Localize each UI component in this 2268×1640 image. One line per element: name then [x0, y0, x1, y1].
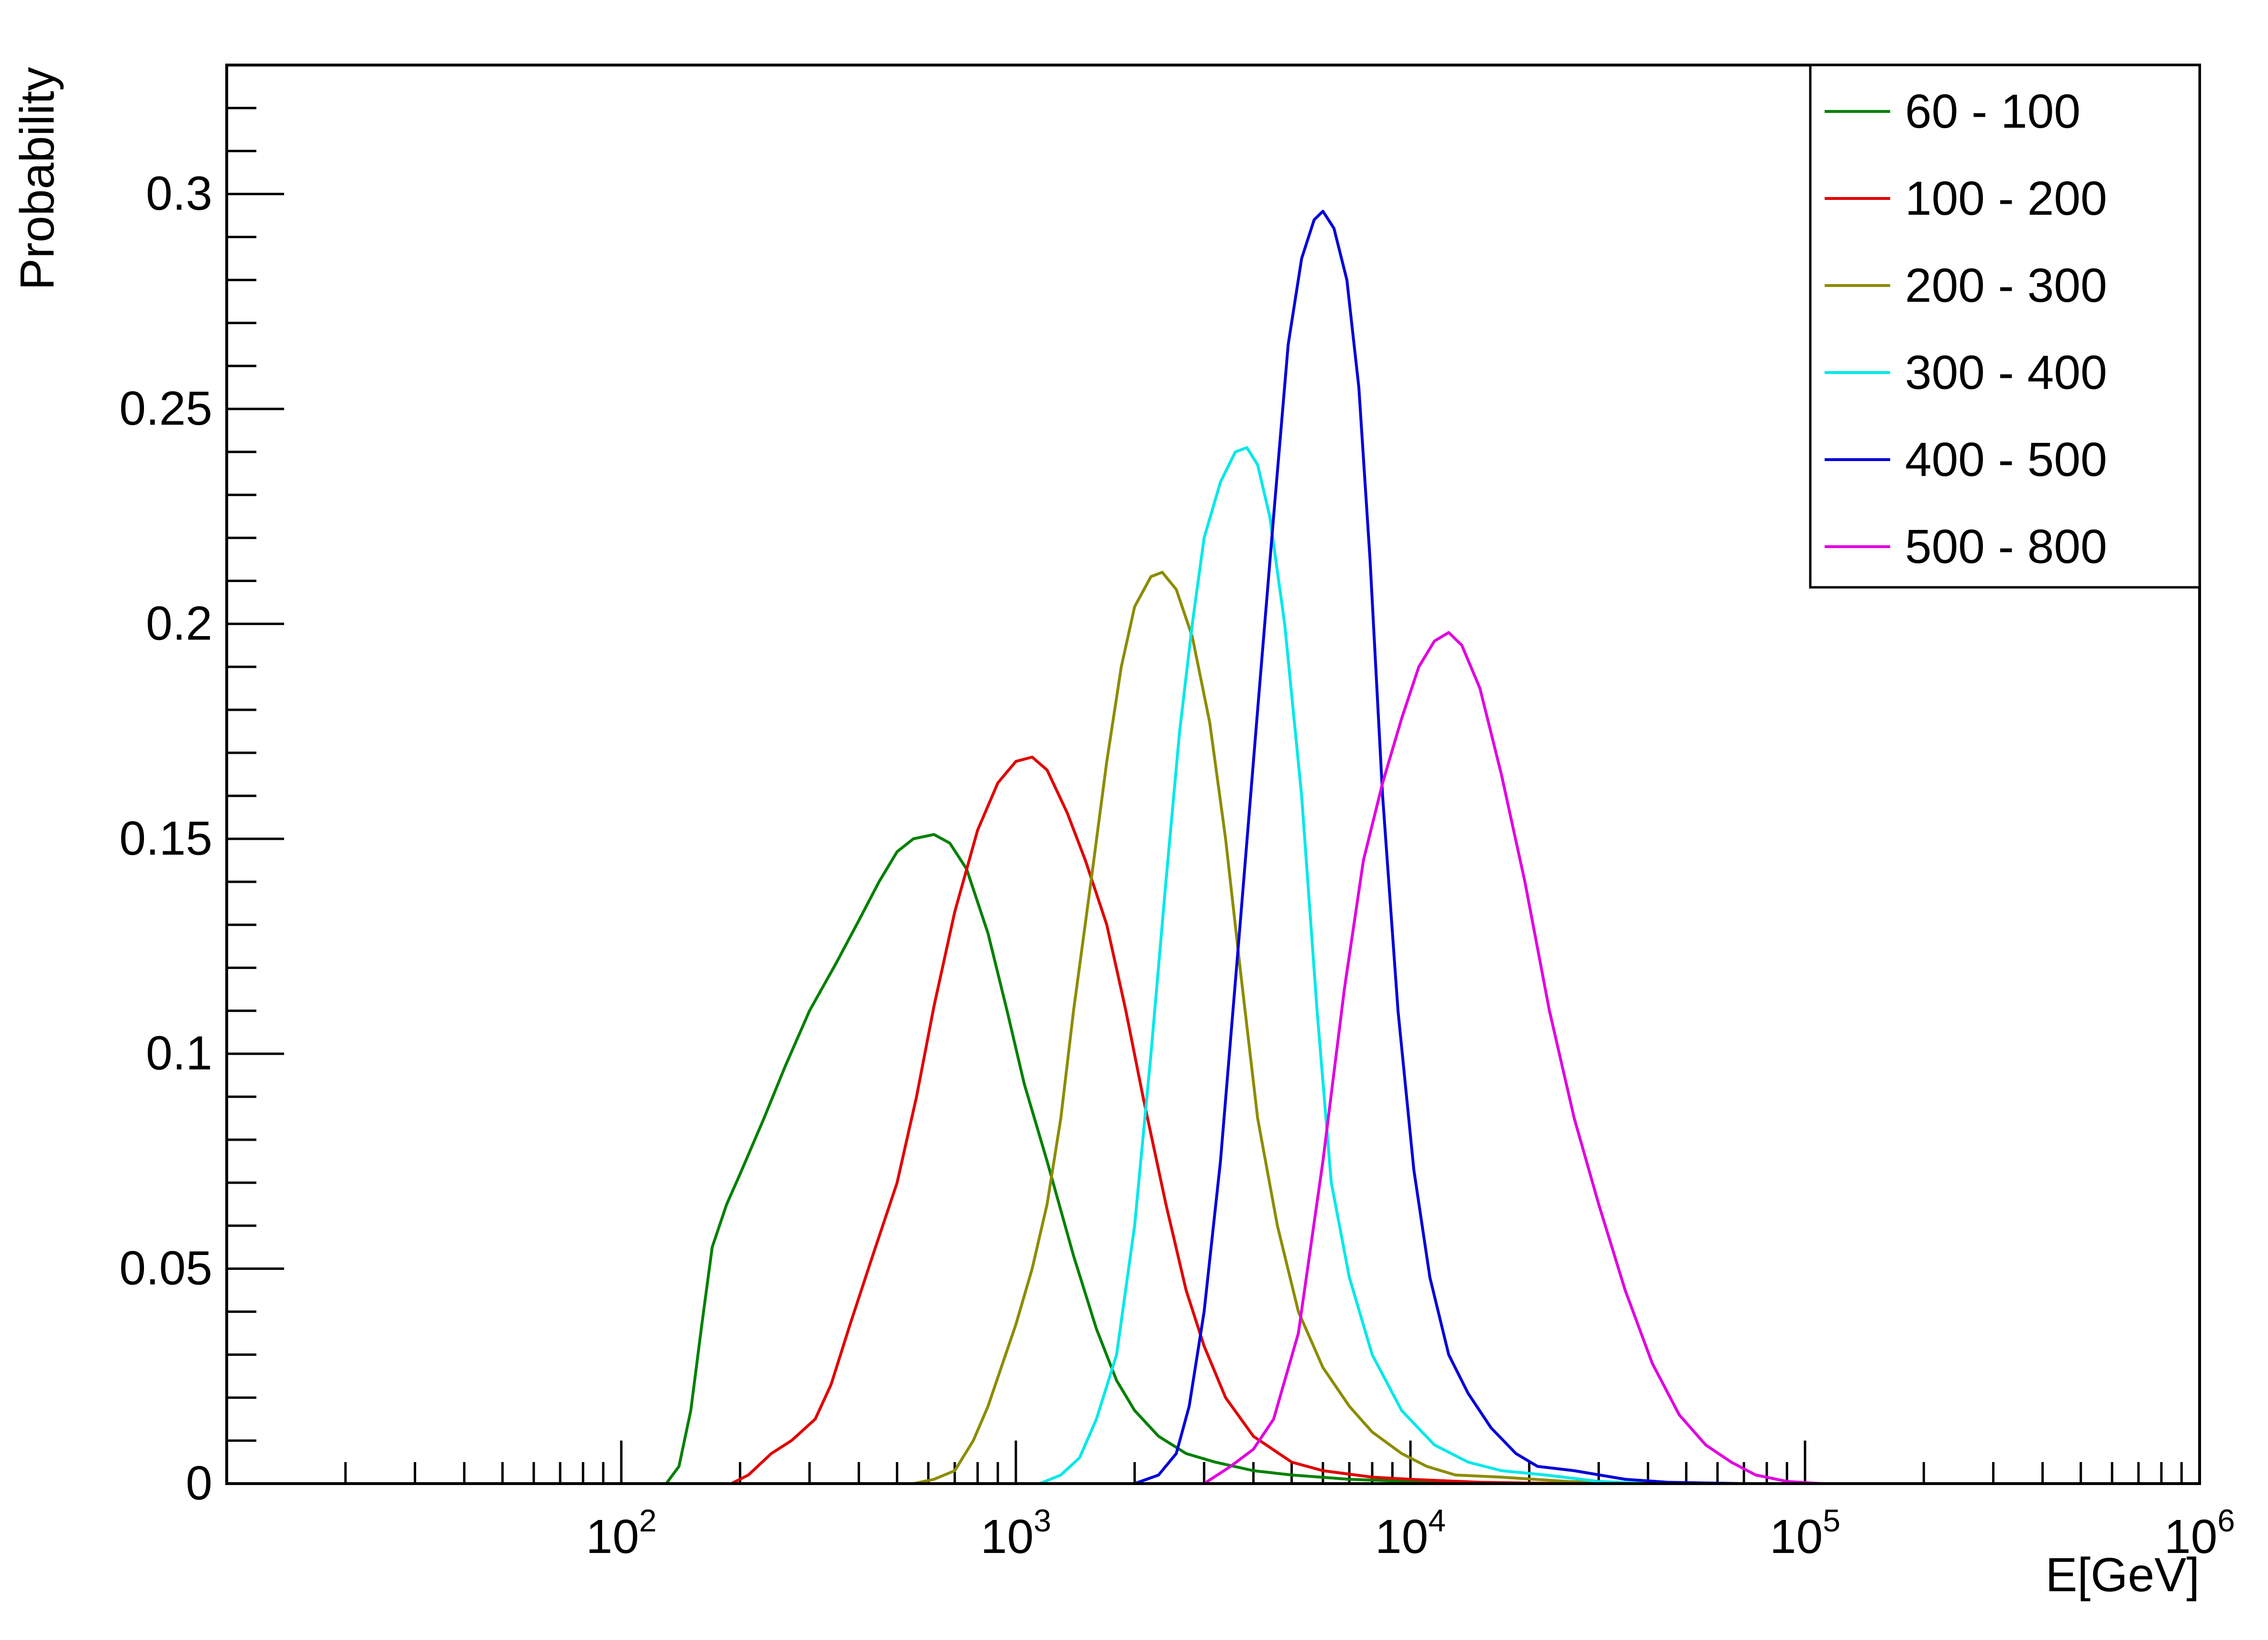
- y-tick-label: 0.15: [119, 812, 212, 865]
- x-tick-base: 10: [980, 1510, 1034, 1563]
- y-tick-label: 0.25: [119, 382, 212, 435]
- y-tick-label: 0.05: [119, 1242, 212, 1295]
- x-tick-exponent: 5: [1823, 1503, 1840, 1538]
- series-lines: [665, 209, 2200, 1485]
- legend-label: 60 - 100: [1905, 85, 2081, 138]
- legend-label: 400 - 500: [1905, 433, 2107, 486]
- legend-label: 500 - 800: [1905, 520, 2107, 573]
- x-tick-base: 10: [1375, 1510, 1428, 1563]
- x-tick-base: 10: [2164, 1510, 2217, 1563]
- x-tick-label: 106: [2164, 1503, 2235, 1563]
- series-line: [1039, 446, 1648, 1485]
- y-tick-label: 0.3: [146, 167, 212, 220]
- x-axis-label: E[GeV]: [2046, 1548, 2200, 1602]
- legend-label: 300 - 400: [1905, 346, 2107, 399]
- series-line: [730, 756, 1568, 1485]
- x-tick-label: 103: [980, 1503, 1051, 1563]
- x-tick-label: 105: [1770, 1503, 1840, 1563]
- legend-box: [1809, 64, 2201, 589]
- x-tick-label: 104: [1375, 1503, 1446, 1563]
- x-tick-exponent: 3: [1034, 1503, 1051, 1538]
- y-tick-label: 0.1: [146, 1026, 212, 1080]
- y-tick-label: 0: [186, 1456, 212, 1510]
- series-line: [1134, 209, 1896, 1485]
- y-axis-ticks: [227, 64, 284, 1485]
- x-tick-exponent: 6: [2217, 1503, 2235, 1538]
- series-line: [1203, 631, 2200, 1485]
- x-tick-exponent: 2: [639, 1503, 657, 1538]
- plot-frame: [225, 64, 2201, 1485]
- legend-label: 100 - 200: [1905, 172, 2107, 225]
- x-tick-label: 102: [586, 1503, 657, 1563]
- series-line: [913, 571, 1626, 1485]
- y-tick-label: 0.2: [146, 596, 212, 650]
- y-tick-labels: 0 0.05 0.1 0.15 0.2 0.25 0.3: [119, 167, 212, 1510]
- x-tick-base: 10: [1770, 1510, 1823, 1563]
- x-tick-labels: 102 103 104 105 106: [586, 1503, 2235, 1563]
- legend: 60 - 100 100 - 200 200 - 300 300 - 400 400 -…: [1809, 64, 2201, 589]
- y-axis-label: Probability: [11, 67, 64, 290]
- legend-label: 200 - 300: [1905, 259, 2107, 312]
- x-tick-exponent: 4: [1428, 1503, 1446, 1538]
- x-tick-base: 10: [586, 1510, 639, 1563]
